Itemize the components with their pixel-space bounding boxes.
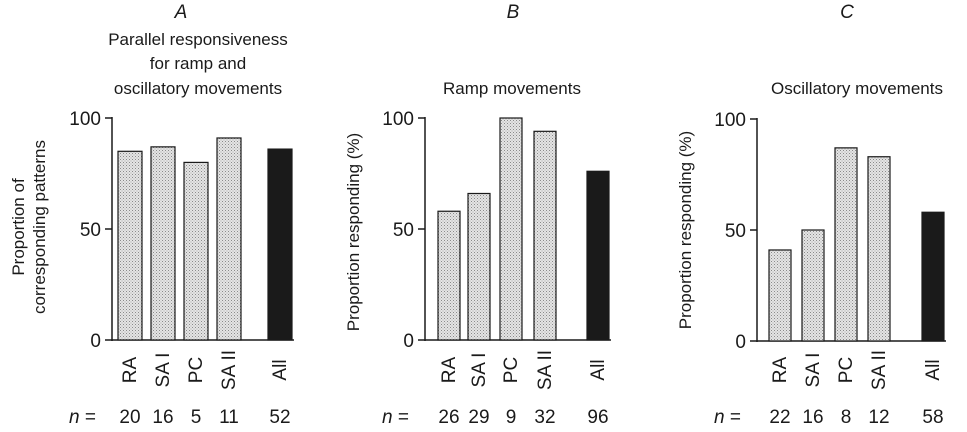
n-value: 12 [868, 407, 889, 428]
y-tick-label: 0 [735, 332, 746, 353]
n-value: 58 [922, 407, 943, 428]
y-tick-label: 100 [69, 109, 101, 130]
bar-sa-i [467, 192, 491, 341]
n-value: 16 [802, 407, 823, 428]
panel-letter: B [507, 2, 520, 23]
n-equals: = [393, 407, 409, 428]
x-category-label: SA I [803, 353, 824, 388]
n-value: 52 [269, 407, 290, 428]
x-category-label: SA II [219, 350, 240, 390]
chart-panel-a: A Parallel responsiveness for ramp and osci… [9, 2, 294, 428]
y-axis-label: Proportion responding (%) [344, 133, 363, 331]
x-category-label: PC [501, 357, 522, 383]
n-value: 5 [191, 407, 202, 428]
bar-pc [834, 147, 858, 342]
bar-all [267, 148, 293, 341]
bar-all [586, 170, 610, 341]
n-value: 29 [468, 407, 489, 428]
y-tick-label: 50 [725, 221, 746, 242]
bar-sa-ii [867, 156, 891, 342]
x-category-label: RA [120, 356, 141, 383]
x-category-label: PC [836, 357, 857, 383]
chart-title-line: oscillatory movements [114, 79, 282, 98]
n-value: 20 [119, 407, 140, 428]
n-symbol: n [382, 407, 393, 428]
bar-sa-i [801, 229, 825, 342]
y-tick-label: 0 [90, 331, 101, 352]
n-equals: = [80, 407, 96, 428]
n-value: 8 [841, 407, 852, 428]
bar-all [921, 211, 945, 342]
x-category-label: SA II [535, 350, 556, 390]
bar-sa-i [150, 146, 176, 341]
bar-pc [183, 161, 209, 341]
n-value: 96 [587, 407, 608, 428]
y-axis-label: Proportion of [9, 178, 28, 276]
n-value: 22 [769, 407, 790, 428]
bar-sa-ii [533, 130, 557, 341]
x-category-label: RA [439, 356, 460, 383]
y-tick-label: 100 [714, 110, 746, 131]
n-value: 11 [219, 407, 239, 428]
chart-title-line: for ramp and [150, 54, 246, 73]
n-prefix: n = [69, 407, 96, 428]
chart-title-line: Oscillatory movements [771, 79, 943, 98]
x-category-label: All [923, 359, 944, 380]
n-equals: = [725, 407, 741, 428]
bar-ra [768, 249, 792, 342]
n-prefix: n = [382, 407, 409, 428]
x-category-label: SA II [869, 350, 890, 390]
x-category-label: SA I [469, 353, 490, 388]
y-tick-label: 0 [403, 331, 414, 352]
bar-sa-ii [216, 137, 242, 341]
n-symbol: n [69, 407, 80, 428]
n-value: 32 [534, 407, 555, 428]
x-category-label: All [270, 359, 291, 380]
bar-ra [437, 210, 461, 341]
bar-pc [499, 117, 523, 341]
chart-title-line: Parallel responsiveness [108, 30, 288, 49]
chart-title-line: Ramp movements [443, 79, 581, 98]
x-category-label: PC [186, 357, 207, 383]
chart-panel-b: B Ramp movements Proportion responding (%)… [344, 2, 611, 428]
n-value: 26 [438, 407, 459, 428]
n-value: 16 [152, 407, 173, 428]
panel-letter: C [840, 2, 854, 23]
y-axis-label: corresponding patterns [30, 140, 49, 314]
x-category-label: RA [770, 356, 791, 383]
x-category-label: All [588, 359, 609, 380]
y-tick-label: 50 [393, 220, 414, 241]
y-axis-label: Proportion responding (%) [676, 131, 695, 329]
y-tick-label: 100 [382, 109, 414, 130]
n-value: 9 [506, 407, 517, 428]
x-category-label: SA I [153, 353, 174, 388]
y-tick-label: 50 [80, 220, 101, 241]
n-symbol: n [714, 407, 725, 428]
n-prefix: n = [714, 407, 741, 428]
bar-ra [117, 150, 143, 341]
panel-letter: A [174, 2, 188, 23]
chart-panel-c: C Oscillatory movements Proportion respond… [676, 2, 946, 428]
